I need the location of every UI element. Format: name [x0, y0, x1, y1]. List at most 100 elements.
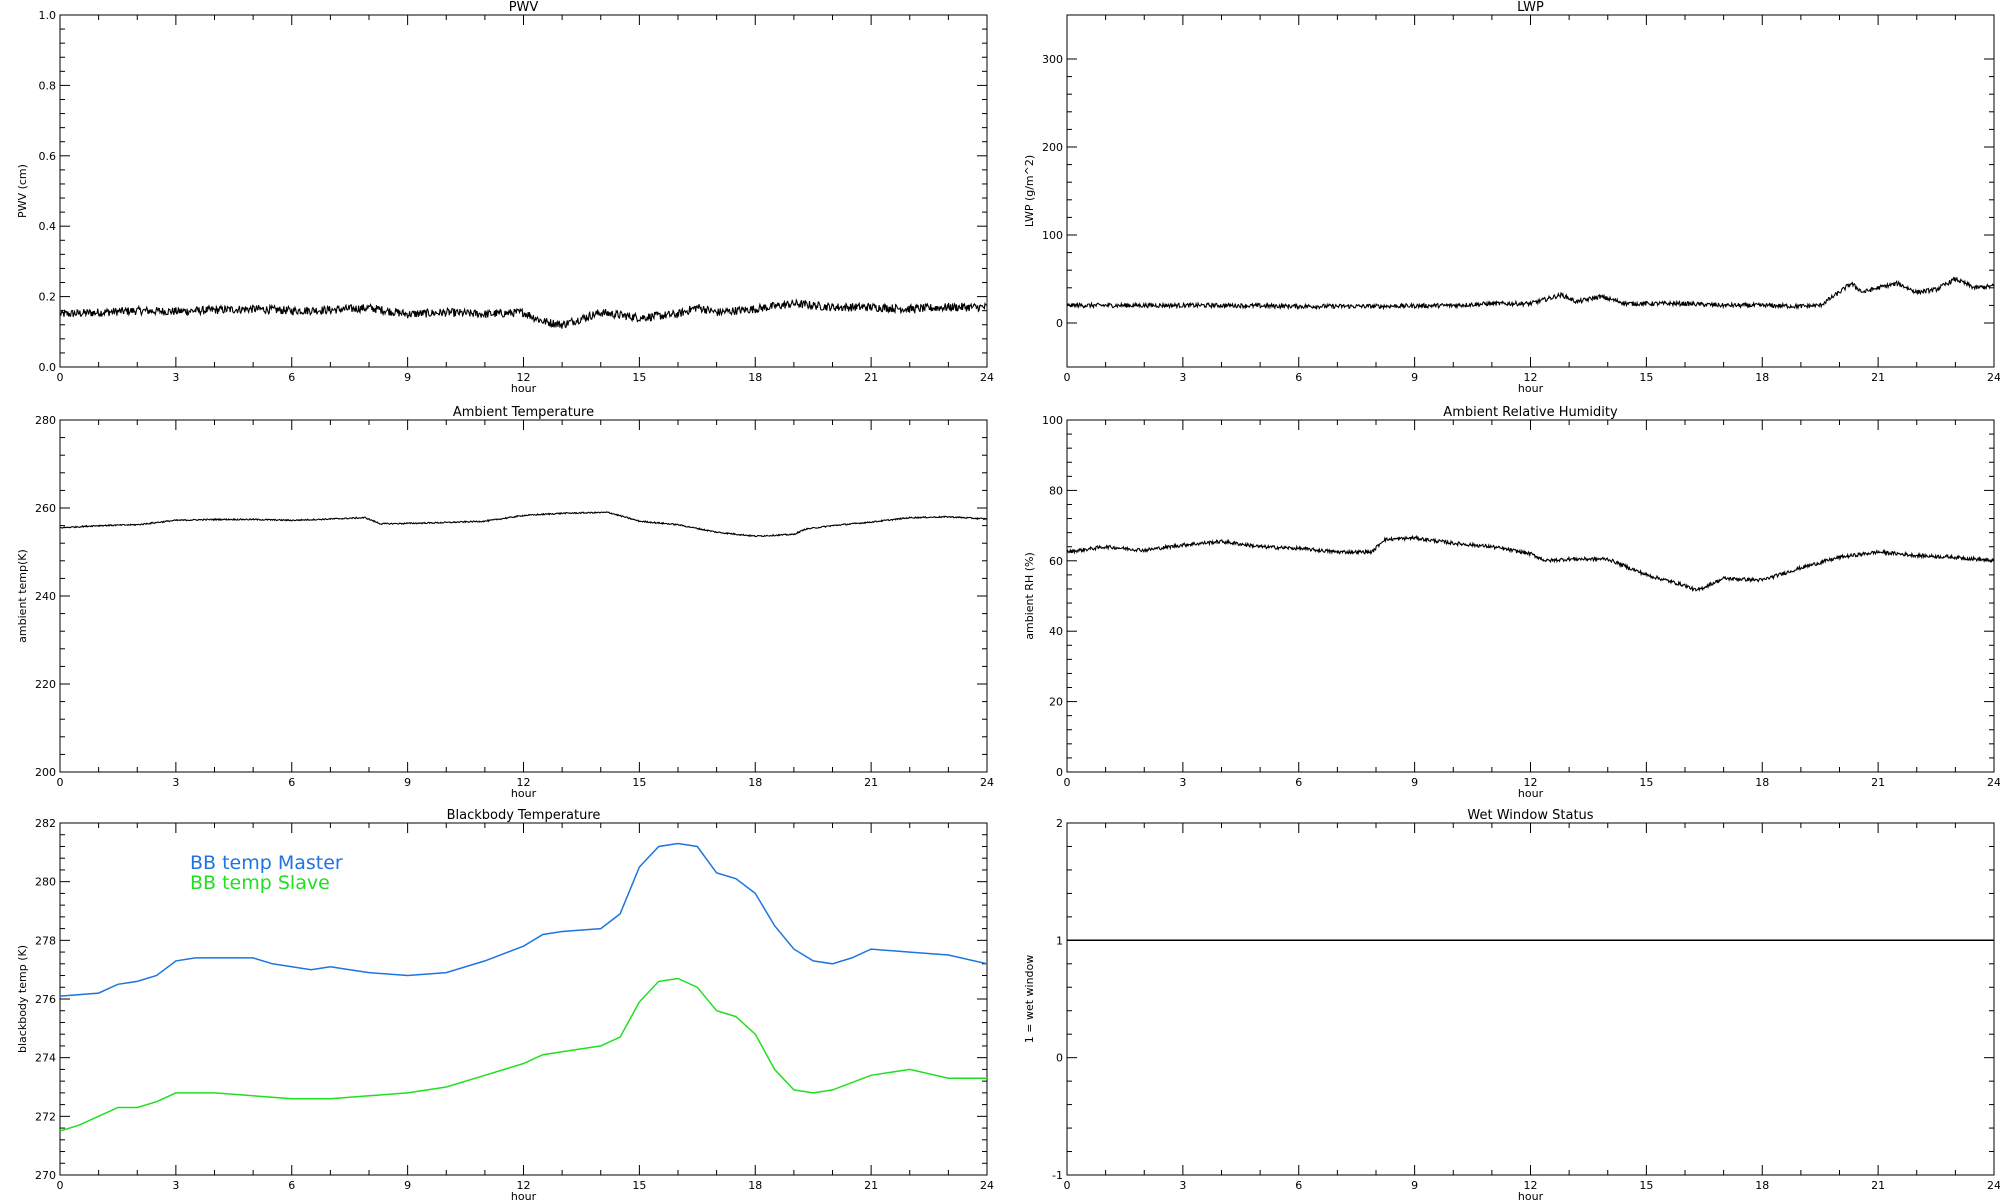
x-tick-label: 0: [57, 1179, 64, 1192]
x-tick-label: 3: [1179, 776, 1186, 789]
x-tick-label: 0: [1064, 1179, 1071, 1192]
x-tick-label: 9: [1411, 776, 1418, 789]
x-tick-label: 0: [57, 371, 64, 384]
x-tick-label: 24: [1987, 776, 2000, 789]
x-tick-label: 12: [1524, 776, 1538, 789]
y-tick-label: 280: [35, 414, 56, 427]
y-axis-label: 1 = wet window: [1023, 955, 1036, 1044]
series-line-bb-temp-slave: [60, 977, 987, 1132]
y-tick-label: 0: [1056, 317, 1063, 330]
y-tick-label: 280: [35, 876, 56, 889]
x-tick-label: 21: [864, 371, 878, 384]
y-tick-label: 260: [35, 502, 56, 515]
y-tick-label: 0.6: [39, 150, 57, 163]
y-tick-label: 276: [35, 993, 56, 1006]
x-tick-label: 12: [517, 371, 531, 384]
x-tick-label: 21: [1871, 776, 1885, 789]
x-tick-label: 18: [748, 776, 762, 789]
x-tick-label: 9: [404, 776, 411, 789]
x-tick-label: 0: [1064, 776, 1071, 789]
plot-frame: [59, 419, 988, 773]
chart-title: Ambient Relative Humidity: [1443, 405, 1618, 420]
x-tick-label: 12: [1524, 371, 1538, 384]
chart-title: PWV: [509, 0, 539, 15]
x-tick-label: 18: [748, 1179, 762, 1192]
x-tick-label: 18: [1755, 776, 1769, 789]
x-tick-label: 3: [172, 371, 179, 384]
x-tick-label: 6: [288, 1179, 295, 1192]
x-tick-label: 9: [1411, 371, 1418, 384]
y-tick-label: 0.4: [39, 220, 57, 233]
x-tick-label: 3: [1179, 1179, 1186, 1192]
x-tick-label: 3: [172, 776, 179, 789]
x-tick-label: 21: [864, 776, 878, 789]
y-tick-label: 20: [1049, 696, 1063, 709]
legend-entry: BB temp Master: [190, 852, 343, 874]
x-tick-label: 15: [632, 776, 646, 789]
x-tick-label: 0: [1064, 371, 1071, 384]
y-axis-label: PWV (cm): [16, 164, 29, 218]
plot-frame: [1066, 14, 1995, 368]
x-tick-label: 18: [748, 371, 762, 384]
y-tick-label: 100: [1042, 414, 1063, 427]
x-axis-label: hour: [511, 787, 537, 800]
y-axis-label: blackbody temp (K): [16, 945, 29, 1053]
y-tick-label: 0: [1056, 1052, 1063, 1065]
chart-panel-ambient-rh: Ambient Relative Humidity 0 3 6 9 12 15 18 21 24 h…: [1023, 405, 2000, 800]
x-axis-label: hour: [511, 382, 537, 395]
y-axis-label: ambient temp(K): [16, 549, 29, 643]
x-tick-label: 9: [404, 1179, 411, 1192]
series-line-ambient-temp: [60, 511, 987, 538]
x-tick-label: 6: [1295, 776, 1302, 789]
x-tick-label: 24: [980, 776, 994, 789]
y-tick-label: 1.0: [39, 9, 57, 22]
x-tick-label: 18: [1755, 1179, 1769, 1192]
x-tick-label: 6: [1295, 371, 1302, 384]
series-line-lwp: [1067, 276, 1994, 311]
x-tick-label: 15: [1639, 1179, 1653, 1192]
chart-title: Wet Window Status: [1467, 808, 1593, 823]
x-tick-label: 6: [1295, 1179, 1302, 1192]
x-tick-label: 24: [980, 1179, 994, 1192]
x-tick-label: 9: [1411, 1179, 1418, 1192]
x-tick-label: 15: [632, 371, 646, 384]
y-tick-label: 60: [1049, 555, 1063, 568]
y-axis-label: ambient RH (%): [1023, 552, 1036, 640]
x-tick-label: 15: [1639, 776, 1653, 789]
y-tick-label: 300: [1042, 53, 1063, 66]
chart-title: LWP: [1517, 0, 1544, 15]
y-tick-label: 270: [35, 1169, 56, 1182]
series-line-bb-temp-master: [60, 842, 987, 997]
x-tick-label: 12: [517, 1179, 531, 1192]
x-tick-label: 24: [1987, 1179, 2000, 1192]
y-tick-label: -1: [1052, 1169, 1063, 1182]
x-tick-label: 21: [1871, 371, 1885, 384]
y-tick-label: 200: [1042, 141, 1063, 154]
series-line-pwv: [60, 298, 987, 329]
x-tick-label: 6: [288, 776, 295, 789]
y-tick-label: 0.2: [39, 291, 57, 304]
x-tick-label: 15: [632, 1179, 646, 1192]
x-tick-label: 12: [1524, 1179, 1538, 1192]
chart-panel-lwp: LWP 0 3 6 9 12 15 18 21 24 hour 0 100 200 300 LWP (g/m^…: [1023, 0, 2000, 395]
y-tick-label: 80: [1049, 484, 1063, 497]
x-tick-label: 24: [980, 371, 994, 384]
x-tick-label: 12: [517, 776, 531, 789]
plot-frame: [1066, 822, 1995, 1176]
x-tick-label: 3: [172, 1179, 179, 1192]
x-tick-label: 15: [1639, 371, 1653, 384]
y-tick-label: 274: [35, 1052, 56, 1065]
x-tick-label: 6: [288, 371, 295, 384]
y-tick-label: 240: [35, 590, 56, 603]
y-tick-label: 40: [1049, 625, 1063, 638]
x-axis-label: hour: [511, 1190, 537, 1200]
y-tick-label: 282: [35, 817, 56, 830]
x-tick-label: 18: [1755, 371, 1769, 384]
y-tick-label: 272: [35, 1110, 56, 1123]
plot-frame: [1066, 419, 1995, 773]
x-tick-label: 3: [1179, 371, 1186, 384]
y-tick-label: 2: [1056, 817, 1063, 830]
series-line-ambient-rh: [1067, 534, 1994, 592]
x-tick-label: 0: [57, 776, 64, 789]
